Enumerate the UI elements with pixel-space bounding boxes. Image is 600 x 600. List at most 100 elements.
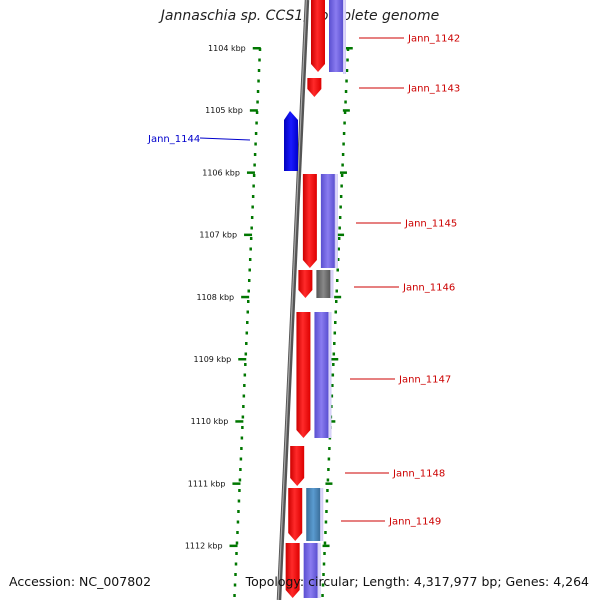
tick-dots: [233, 48, 350, 597]
tick-dot: [234, 573, 237, 576]
tick-dot: [243, 384, 246, 387]
gene-arrow: [296, 312, 311, 438]
gene-arrow: [302, 174, 317, 268]
tick-dot: [339, 205, 342, 209]
tick-dot: [327, 457, 331, 461]
tick-dot: [233, 594, 236, 597]
map-title: Jannaschia sp. CCS1, complete genome: [160, 8, 440, 24]
tick-dot: [253, 163, 256, 167]
tick-dot: [242, 394, 246, 398]
tick-dot: [242, 405, 245, 408]
tick-dot: [243, 373, 247, 377]
tick-dot: [247, 300, 250, 303]
tick-dot: [241, 426, 244, 429]
tick-dot: [257, 79, 260, 83]
tick-dot: [326, 478, 330, 482]
kbp-label: 1109 kbp: [194, 355, 232, 364]
tick-dot: [238, 489, 241, 492]
gene-label: Jann_1146: [402, 283, 455, 294]
tick-dot: [236, 520, 240, 524]
kbp-tick: [241, 295, 250, 299]
gene-arrow: [285, 543, 300, 598]
kbp-label: 1112 kbp: [185, 542, 223, 551]
tick-dot: [343, 111, 347, 114]
tick-dot: [332, 352, 336, 356]
kbp-tick: [235, 420, 244, 423]
tick-dot: [248, 268, 251, 272]
tick-dot: [251, 205, 254, 209]
tick-dot: [328, 447, 331, 450]
tick-dot: [325, 499, 329, 503]
tick-dot: [337, 247, 340, 251]
gene-arrow: [316, 270, 331, 298]
kbp-tick-outer: [334, 295, 342, 299]
tick-dot: [336, 268, 339, 272]
tick-dot: [322, 562, 326, 566]
tick-dot: [321, 594, 324, 597]
kbp-tick-outer: [337, 233, 345, 237]
tick-dot: [330, 394, 334, 398]
tick-dot: [335, 279, 339, 282]
genome-backbone: [276, 0, 310, 600]
gene-arrow: [320, 174, 335, 268]
gene-features: [284, 0, 346, 598]
gene-label: Jann_1142: [407, 34, 460, 45]
kbp-tick-outer: [342, 109, 350, 112]
tick-dot: [343, 121, 346, 125]
kbp-tick: [238, 358, 247, 361]
gene-arrow: [320, 488, 324, 541]
tick-dot: [323, 541, 327, 545]
tick-dot: [333, 342, 336, 345]
tick-dot: [237, 510, 240, 513]
tick-dot: [336, 258, 340, 261]
tick-dot: [325, 510, 328, 513]
kbp-label: 1111 kbp: [188, 479, 226, 488]
tick-dot: [253, 153, 257, 156]
kbp-label: 1107 kbp: [199, 231, 237, 240]
tick-dot: [345, 69, 349, 72]
genome-backbone-highlight: [277, 0, 307, 600]
kbp-label: 1104 kbp: [208, 44, 246, 53]
gene-arrow: [334, 174, 338, 268]
gene-label: Jann_1144: [147, 134, 200, 145]
gene-arrow: [311, 0, 325, 72]
gene-label: Jann_1143: [407, 84, 460, 95]
tick-dot: [236, 531, 239, 534]
tick-dot: [339, 195, 343, 198]
tick-dot: [245, 331, 249, 335]
tick-dot: [335, 289, 338, 293]
kbp-tick-outer: [345, 47, 353, 50]
tick-dot: [249, 237, 253, 240]
tick-dot: [247, 289, 250, 293]
tick-dot: [234, 562, 238, 566]
gene-arrow: [328, 312, 332, 438]
tick-dot: [252, 184, 255, 188]
gene-arrow: [329, 0, 343, 72]
tick-dot: [341, 163, 344, 167]
tick-dot: [249, 247, 252, 251]
gene-arrow: [317, 543, 321, 598]
tick-dot: [255, 121, 258, 125]
tick-dot: [235, 541, 239, 545]
label-leaders: [199, 37, 404, 522]
tick-dot: [346, 58, 349, 62]
tick-dot: [324, 531, 327, 534]
gene-strip: [343, 0, 346, 74]
tick-dot: [327, 468, 330, 471]
tick-dot: [251, 195, 255, 198]
gene-arrow: [290, 446, 305, 486]
scale-ticks: [229, 47, 353, 548]
gene-labels: Jann_1142 Jann_1143 Jann_1144 Jann_1145 Jann…: [147, 34, 460, 528]
tick-dot: [258, 58, 261, 62]
gene-label: Jann_1148: [392, 469, 445, 480]
tick-dot: [256, 100, 259, 104]
kbp-label: 1108 kbp: [196, 293, 234, 302]
kbp-tick-outer: [322, 544, 330, 548]
kbp-tick: [229, 544, 238, 548]
gene-arrow: [307, 78, 322, 97]
tick-dot: [340, 184, 343, 188]
tick-dot: [321, 583, 325, 587]
kbp-tick: [244, 233, 253, 237]
tick-dot: [323, 552, 326, 555]
kbp-tick-outer: [339, 171, 347, 174]
